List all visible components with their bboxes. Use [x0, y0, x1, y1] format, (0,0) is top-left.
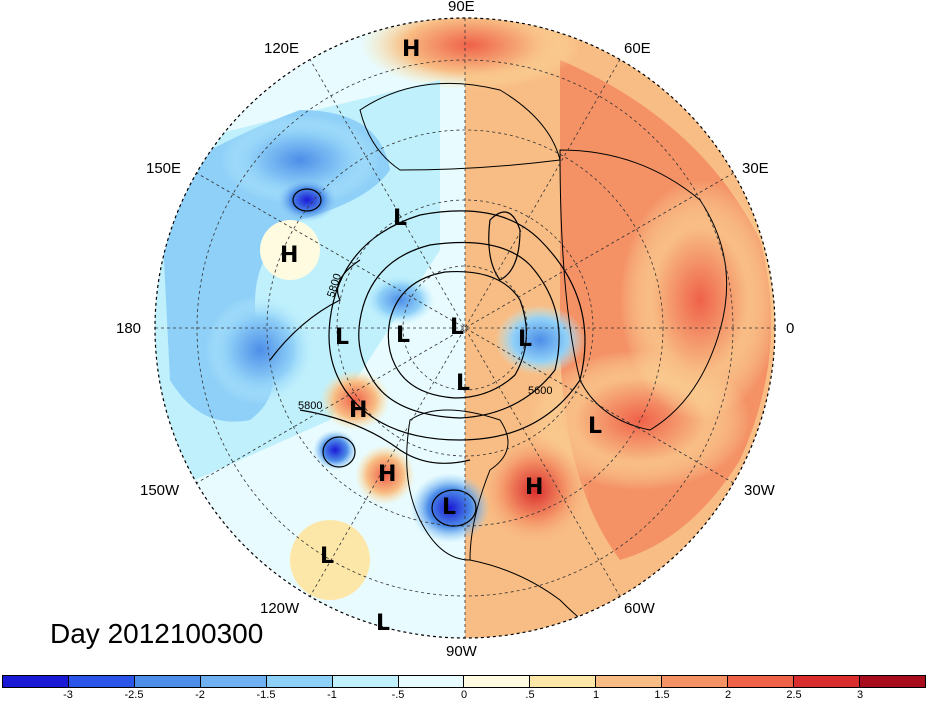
low-pressure-marker: L	[456, 371, 470, 396]
colorbar-tick-label: -.5	[391, 689, 405, 701]
colorbar-tick-label: -2	[195, 689, 205, 701]
high-pressure-marker: H	[280, 243, 298, 268]
colorbar-tick-label: 1.5	[654, 689, 670, 701]
low-pressure-marker: L	[335, 325, 349, 350]
colorbar-cell	[200, 676, 267, 687]
low-pressure-marker: L	[450, 315, 464, 340]
colorbar-cell	[662, 676, 729, 687]
colorbar-tick-label: 2.5	[786, 689, 802, 701]
colorbar	[2, 675, 926, 688]
anomaly-field	[155, 18, 775, 638]
colorbar-cell	[596, 676, 663, 687]
low-pressure-marker: L	[442, 495, 456, 520]
colorbar-tick-label: 2	[724, 689, 732, 701]
colorbar-cell	[728, 676, 795, 687]
colorbar-tick-label: 0	[460, 689, 468, 701]
colorbar-cell	[3, 676, 69, 687]
lon-label-30w: 30W	[744, 482, 775, 499]
low-pressure-marker: L	[376, 611, 390, 636]
lon-label-150w: 150W	[140, 482, 180, 499]
low-pressure-marker: L	[518, 327, 532, 352]
colorbar-cell	[464, 676, 531, 687]
lon-label-90w: 90W	[446, 643, 477, 660]
contour-label: 5800	[298, 400, 322, 412]
high-pressure-marker: H	[402, 37, 420, 62]
low-pressure-marker: L	[588, 414, 602, 439]
day-title: Day 2012100300	[50, 618, 264, 649]
lon-label-180: 180	[116, 320, 142, 337]
high-pressure-marker: H	[349, 398, 367, 423]
colorbar-cell	[530, 676, 597, 687]
colorbar-cell	[794, 676, 860, 687]
contour-label: 5600	[528, 385, 552, 397]
high-pressure-marker: H	[525, 475, 543, 500]
low-pressure-marker: L	[320, 544, 334, 569]
lon-label-150e: 150E	[146, 160, 182, 177]
colorbar-tick-label: 3	[856, 689, 864, 701]
lon-label-0: 0	[786, 320, 795, 337]
lon-label-60w: 60W	[624, 600, 655, 617]
lon-label-30e: 30E	[742, 160, 769, 177]
lon-label-120e: 120E	[264, 40, 300, 57]
colorbar-cell	[398, 676, 465, 687]
high-pressure-marker: H	[378, 462, 396, 487]
colorbar-cell	[68, 676, 135, 687]
colorbar-tick-label: .5	[525, 689, 535, 701]
colorbar-cell	[859, 676, 925, 687]
colorbar-tick-label: -2.5	[124, 689, 144, 701]
lon-label-60e: 60E	[624, 40, 651, 57]
pressure-centers: H L L H L L L L L L H L H L H HLL	[280, 37, 602, 636]
colorbar-tick-label: -1.5	[256, 689, 276, 701]
lon-label-120w: 120W	[260, 600, 300, 617]
lon-label-90e: 90E	[448, 0, 475, 15]
colorbar-tick-label: 1	[592, 689, 600, 701]
colorbar-tick-label: -1	[327, 689, 337, 701]
colorbar-tick-label: -3	[63, 689, 73, 701]
low-pressure-marker: L	[396, 323, 410, 348]
colorbar-cell	[332, 676, 399, 687]
colorbar-cell	[134, 676, 201, 687]
low-pressure-marker: L	[393, 206, 407, 231]
colorbar-cell	[266, 676, 333, 687]
